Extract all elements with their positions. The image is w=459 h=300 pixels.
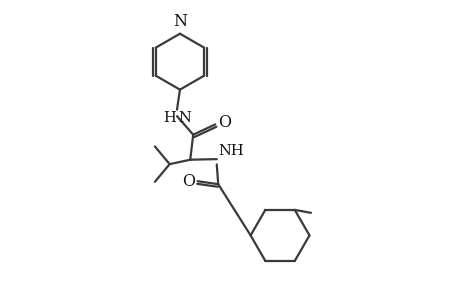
Text: N: N bbox=[173, 13, 186, 30]
Text: N: N bbox=[178, 111, 191, 125]
Text: NH: NH bbox=[218, 144, 243, 158]
Text: O: O bbox=[217, 114, 230, 131]
Text: O: O bbox=[182, 173, 195, 190]
Text: H: H bbox=[162, 111, 175, 125]
